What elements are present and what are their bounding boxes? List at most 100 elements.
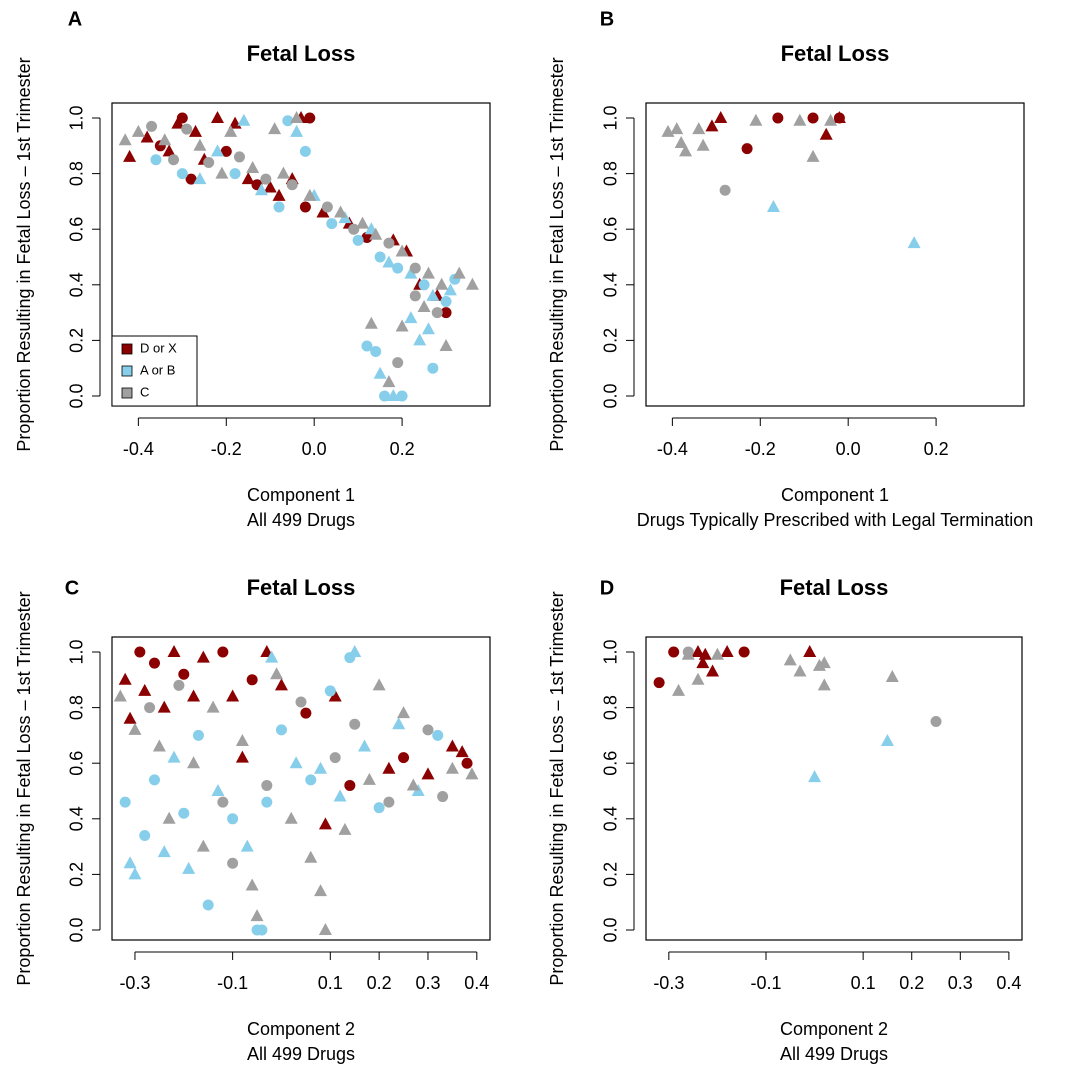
point [256,924,268,936]
point [392,717,406,730]
point [404,266,418,279]
point [245,878,259,891]
point [185,173,197,185]
point [691,645,705,658]
point [229,168,241,180]
y-axis-label: Proportion Resulting in Fetal Loss – 1st… [547,591,567,985]
point [374,251,386,263]
point [679,144,693,157]
point [138,683,152,696]
point [318,817,332,830]
y-tick-label: 0.8 [67,161,87,186]
point [833,112,845,124]
y-tick-label: 0.4 [601,806,621,831]
point [421,322,435,335]
point [131,124,145,137]
point [167,645,181,658]
y-tick-label: 0.2 [67,862,87,887]
plot-frame [111,102,491,407]
point [445,739,459,752]
point [455,745,469,758]
y-tick-label: 0.2 [601,328,621,353]
point [150,154,162,166]
point [392,262,404,274]
y-tick-label: 0.6 [67,751,87,776]
point [696,656,710,669]
point [653,677,665,689]
point [144,702,156,714]
point [807,112,819,124]
point [119,796,131,808]
point [670,122,684,135]
point [167,750,181,763]
point [227,813,239,825]
y-tick-label: 1.0 [601,105,621,130]
point [128,722,142,735]
point [706,664,720,677]
y-tick-label: 0.4 [67,806,87,831]
point [148,657,160,669]
y-axis-label: Proportion Resulting in Fetal Loss – 1st… [14,57,34,451]
point [361,232,373,244]
y-tick-label: 0.4 [67,272,87,297]
point [668,646,680,658]
point [196,650,210,663]
point [386,388,400,401]
point [261,796,273,808]
plot-frame [645,636,1023,941]
point [440,295,452,307]
point [211,784,225,797]
point [263,180,277,193]
y-tick-label: 0.6 [601,751,621,776]
point [692,122,706,135]
x-tick-label: 0.3 [415,973,440,993]
point [357,739,371,752]
point [250,909,264,922]
y-tick-label: 0.2 [67,328,87,353]
point [290,111,304,124]
point [196,839,210,852]
point [162,811,176,824]
point [398,752,410,764]
point [140,130,154,143]
x-tick-label: -0.4 [657,439,688,459]
point [772,112,784,124]
point [440,307,452,319]
point [158,133,172,146]
point [418,279,430,291]
point [193,172,207,185]
point [274,678,288,691]
panel-letter: C [65,577,79,599]
point [123,711,137,724]
point [123,149,137,162]
point [783,653,797,666]
point [304,112,316,124]
legend-label: A or B [140,362,175,377]
point [226,689,240,702]
point [235,750,249,763]
point [206,700,220,713]
x-axis-label: Component 1 [247,485,355,505]
x-tick-label: -0.1 [750,973,781,993]
point [157,845,171,858]
point [696,138,710,151]
point [409,290,421,302]
point [224,124,238,137]
point [128,867,142,880]
point [806,149,820,162]
point [404,311,418,324]
point [113,689,127,702]
point [691,672,705,685]
point [344,779,356,791]
x-axis-label: Component 2 [247,1019,355,1039]
point [445,761,459,774]
point [422,724,434,736]
point [284,811,298,824]
y-axis-label: Proportion Resulting in Fetal Loss – 1st… [547,57,567,451]
point [286,179,298,191]
point [383,237,395,249]
point [880,733,894,746]
x-tick-label: 0.2 [390,439,415,459]
point [439,338,453,351]
